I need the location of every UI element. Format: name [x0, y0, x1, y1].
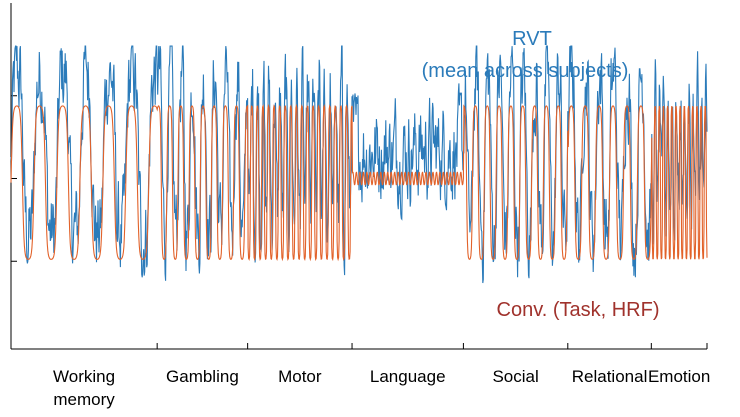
x-tick-label: Language — [370, 367, 446, 386]
legend-rvt-subtitle: (mean across subjects) — [422, 60, 629, 82]
x-tick-label: Gambling — [166, 367, 239, 386]
legend-conv-label: Conv. (Task, HRF) — [497, 299, 660, 321]
series-conv-line — [10, 103, 708, 262]
x-tick-label: Emotion — [648, 367, 710, 386]
x-tick-label: Social — [492, 367, 538, 386]
x-tick-label: Working — [53, 367, 115, 386]
x-tick-label: memory — [53, 390, 115, 409]
legend-rvt-title: RVT — [512, 28, 552, 50]
series-rvt-line — [10, 45, 708, 284]
x-tick-label: Relational — [572, 367, 648, 386]
x-tick-label: Motor — [278, 367, 322, 386]
